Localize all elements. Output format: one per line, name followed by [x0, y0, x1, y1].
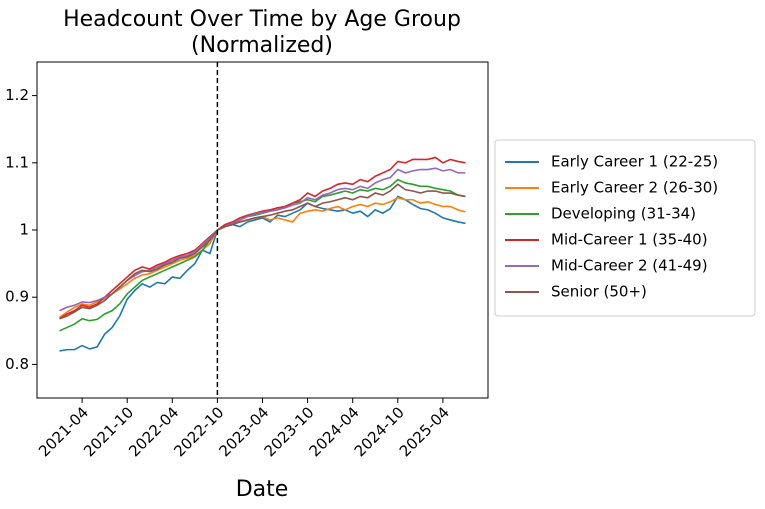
data-line: [59, 196, 466, 319]
plot-frame: [36, 61, 489, 399]
legend-label: Early Career 1 (22-25): [551, 153, 718, 171]
x-tick-label: 2025-04: [396, 403, 453, 460]
chart-title: Headcount Over Time by Age Group: [63, 7, 461, 32]
data-line: [59, 178, 466, 332]
y-tick-label: 1.2: [5, 86, 29, 104]
y-tick-label: 0.9: [5, 288, 29, 306]
data-line: [59, 183, 466, 320]
chart-subtitle: (Normalized): [191, 33, 333, 58]
legend-label: Senior (50+): [551, 283, 647, 301]
y-tick-label: 1.1: [5, 153, 29, 171]
legend-label: Mid-Career 2 (41-49): [551, 257, 708, 275]
data-line: [59, 156, 466, 320]
x-axis-label: Date: [236, 477, 289, 502]
legend-label: Mid-Career 1 (35-40): [551, 231, 708, 249]
legend-label: Developing (31-34): [551, 205, 696, 223]
legend-label: Early Career 2 (26-30): [551, 179, 718, 197]
y-tick-label: 0.8: [5, 355, 29, 373]
y-tick-label: 1: [19, 221, 29, 239]
legend-box: [494, 139, 756, 317]
data-line: [59, 195, 466, 352]
